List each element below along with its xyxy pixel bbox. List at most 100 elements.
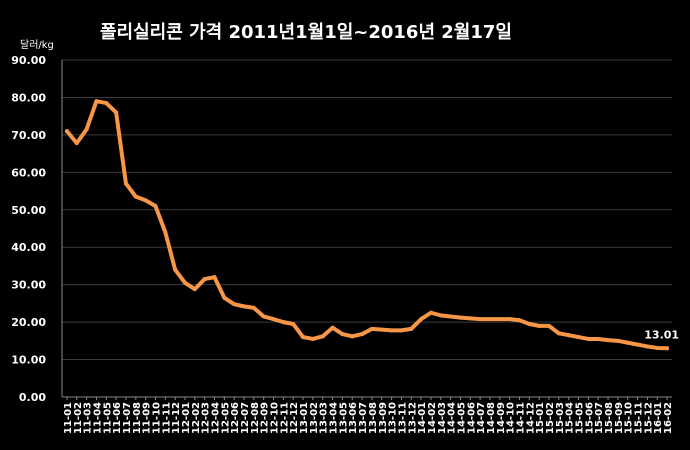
data-point <box>182 280 187 285</box>
y-tick-label: 80.00 <box>11 91 46 104</box>
data-point <box>379 327 384 332</box>
gridlines <box>62 59 672 361</box>
data-labels: 13.01 <box>644 328 679 341</box>
x-tick-label: 14-02 <box>427 402 438 434</box>
data-point <box>497 317 502 322</box>
data-point <box>261 314 266 319</box>
x-tick-label: 12-01 <box>181 402 192 434</box>
data-point <box>369 326 374 331</box>
y-tick-label: 40.00 <box>11 241 46 254</box>
data-point <box>222 295 227 300</box>
data-point <box>625 340 630 345</box>
data-point <box>64 129 69 134</box>
x-tick-label: 12-03 <box>201 402 212 434</box>
data-point <box>606 338 611 343</box>
x-tick-label: 14-03 <box>437 402 448 434</box>
y-tick-label: 90.00 <box>11 54 46 67</box>
x-tick-label: 13-06 <box>348 402 359 434</box>
x-tick-label: 15-06 <box>584 402 595 434</box>
x-tick-label: 13-11 <box>397 402 408 434</box>
x-tick-label: 14-04 <box>447 402 458 434</box>
x-tick-label: 11-03 <box>83 402 94 434</box>
data-point <box>389 328 394 333</box>
data-point <box>586 336 591 341</box>
x-tick-label: 15-07 <box>594 402 605 434</box>
x-tick-label: 15-11 <box>634 402 645 434</box>
x-tick-label: 14-09 <box>496 402 507 434</box>
x-tick-label: 14-11 <box>516 402 527 434</box>
x-tick-label: 13-07 <box>358 402 369 434</box>
x-tick-label: 11-02 <box>73 402 84 434</box>
x-tick-label: 12-09 <box>260 402 271 434</box>
data-point <box>458 315 463 320</box>
x-tick-label: 14-10 <box>506 402 517 434</box>
last-value-label: 13.01 <box>644 328 679 341</box>
data-point <box>556 331 561 336</box>
data-point <box>419 317 424 322</box>
data-point <box>527 321 532 326</box>
data-point <box>320 334 325 339</box>
x-tick-label: 12-07 <box>240 402 251 434</box>
x-tick-label: 14-06 <box>466 402 477 434</box>
x-tick-label: 11-04 <box>92 402 103 434</box>
data-point <box>114 110 119 115</box>
data-point <box>310 336 315 341</box>
data-point <box>665 346 670 351</box>
x-tick-label: 12-12 <box>289 402 300 434</box>
x-tick-label: 13-09 <box>378 402 389 434</box>
x-tick-label: 14-12 <box>525 402 536 434</box>
x-tick-label: 11-10 <box>151 402 162 434</box>
data-point <box>635 342 640 347</box>
x-tick-label: 12-06 <box>230 402 241 434</box>
data-point <box>251 305 256 310</box>
series-group <box>64 99 670 351</box>
data-point <box>399 328 404 333</box>
data-point <box>537 323 542 328</box>
x-tick-label: 13-08 <box>368 402 379 434</box>
x-tick-label: 12-05 <box>220 402 231 434</box>
x-tick-label: 15-02 <box>545 402 556 434</box>
data-point <box>409 326 414 331</box>
data-point <box>330 325 335 330</box>
x-tick-label: 15-08 <box>604 402 615 434</box>
x-tick-label: 13-02 <box>309 402 320 434</box>
data-point <box>232 302 237 307</box>
data-point <box>74 141 79 146</box>
x-tick-label: 13-05 <box>338 402 349 434</box>
data-point <box>104 101 109 106</box>
x-tick-label: 14-01 <box>417 402 428 434</box>
data-point <box>192 287 197 292</box>
data-point <box>163 230 168 235</box>
data-point <box>301 335 306 340</box>
x-tick-label: 11-11 <box>161 402 172 434</box>
data-point <box>468 316 473 321</box>
data-point <box>143 198 148 203</box>
data-point <box>615 338 620 343</box>
y-tick-label: 50.00 <box>11 204 46 217</box>
data-point <box>350 334 355 339</box>
x-tick-label: 13-12 <box>407 402 418 434</box>
data-point <box>173 267 178 272</box>
data-point <box>448 314 453 319</box>
data-point <box>153 204 158 209</box>
x-tick-label: 12-02 <box>191 402 202 434</box>
data-point <box>478 317 483 322</box>
x-tick-label: 15-01 <box>535 402 546 434</box>
y-tick-label: 30.00 <box>11 279 46 292</box>
data-point <box>212 275 217 280</box>
x-tick-label: 12-11 <box>279 402 290 434</box>
y-tick-label: 70.00 <box>11 129 46 142</box>
x-tick-label: 14-08 <box>486 402 497 434</box>
data-point <box>271 317 276 322</box>
data-point <box>360 332 365 337</box>
x-tick-label: 15-09 <box>614 402 625 434</box>
data-point <box>202 277 207 282</box>
data-point <box>340 332 345 337</box>
x-tick-label: 16-02 <box>663 402 674 434</box>
y-axis-ticks: 0.00 10.00 20.00 30.00 40.00 50.00 60.00 70.00 8… <box>11 54 46 404</box>
data-point <box>517 318 522 323</box>
x-tick-label: 15-12 <box>643 402 654 434</box>
x-tick-label: 15-03 <box>555 402 566 434</box>
x-tick-label: 11-01 <box>63 402 74 434</box>
